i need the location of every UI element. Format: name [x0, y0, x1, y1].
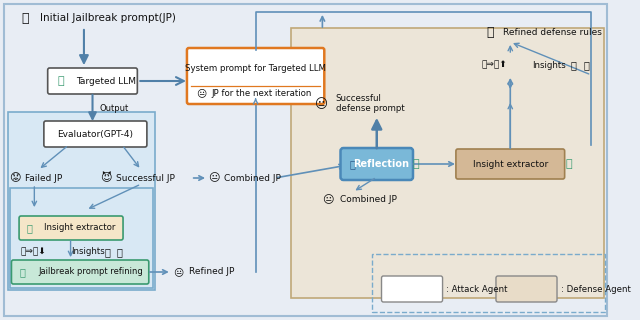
Bar — [8, 112, 156, 290]
Text: Insights: Insights — [532, 60, 566, 69]
FancyBboxPatch shape — [496, 276, 557, 302]
FancyBboxPatch shape — [48, 68, 138, 94]
Text: : Attack Agent: : Attack Agent — [446, 284, 508, 293]
Text: 😐: 😐 — [315, 99, 328, 111]
Text: defense prompt: defense prompt — [336, 103, 404, 113]
Text: Evaluator(GPT-4): Evaluator(GPT-4) — [58, 130, 133, 139]
Text: Insight extractor: Insight extractor — [44, 223, 115, 233]
Text: 🔄: 🔄 — [27, 223, 33, 233]
Text: 🔴⇒🔴⬇: 🔴⇒🔴⬇ — [21, 247, 47, 257]
Bar — [291, 28, 604, 298]
FancyBboxPatch shape — [381, 276, 442, 302]
Text: 💡: 💡 — [584, 60, 589, 70]
Text: 🔄: 🔄 — [57, 76, 64, 86]
Text: Output: Output — [99, 103, 129, 113]
Text: 😈: 😈 — [100, 172, 112, 183]
Text: Insight extractor: Insight extractor — [473, 159, 548, 169]
Text: 🔄: 🔄 — [566, 159, 572, 169]
Text: 📘⇒📘⬆: 📘⇒📘⬆ — [482, 60, 508, 69]
Text: Targeted LLM: Targeted LLM — [76, 76, 136, 85]
FancyBboxPatch shape — [12, 260, 148, 284]
Text: Reflection: Reflection — [353, 159, 410, 169]
FancyBboxPatch shape — [187, 48, 324, 104]
Text: Refined defense rules: Refined defense rules — [502, 28, 602, 36]
Text: 🔫: 🔫 — [21, 12, 29, 25]
Text: Insights: Insights — [72, 247, 106, 257]
FancyBboxPatch shape — [340, 148, 413, 180]
Text: Combined JP: Combined JP — [340, 196, 396, 204]
Text: Successful: Successful — [336, 93, 381, 102]
Text: 😐: 😐 — [173, 267, 184, 277]
Text: Failed JP: Failed JP — [25, 173, 62, 182]
FancyBboxPatch shape — [44, 121, 147, 147]
Text: 😐: 😐 — [196, 88, 207, 98]
Text: : Defense Agent: : Defense Agent — [561, 284, 630, 293]
Text: ✨: ✨ — [486, 26, 494, 38]
Text: 💡: 💡 — [570, 60, 576, 70]
Text: 😟: 😟 — [10, 173, 21, 183]
Text: 😐: 😐 — [323, 195, 334, 205]
FancyBboxPatch shape — [19, 216, 123, 240]
Text: Jailbreak prompt refining: Jailbreak prompt refining — [38, 268, 143, 276]
Text: Combined JP: Combined JP — [224, 173, 281, 182]
Text: 💡: 💡 — [116, 247, 122, 257]
Text: Initial Jailbreak prompt(JP): Initial Jailbreak prompt(JP) — [40, 13, 176, 23]
Text: 😐: 😐 — [208, 173, 220, 183]
Bar — [10, 188, 152, 288]
Text: 🔄: 🔄 — [19, 267, 25, 277]
Text: System prompt for Targeted LLM: System prompt for Targeted LLM — [185, 63, 326, 73]
Bar — [372, 254, 605, 312]
Text: 💡: 💡 — [105, 247, 111, 257]
Text: JP for the next iteration: JP for the next iteration — [212, 89, 312, 98]
Text: 🔄: 🔄 — [413, 159, 420, 169]
Text: Successful JP: Successful JP — [116, 173, 175, 182]
FancyBboxPatch shape — [456, 149, 564, 179]
Text: 🔄: 🔄 — [349, 159, 355, 169]
Text: Refined JP: Refined JP — [189, 268, 234, 276]
